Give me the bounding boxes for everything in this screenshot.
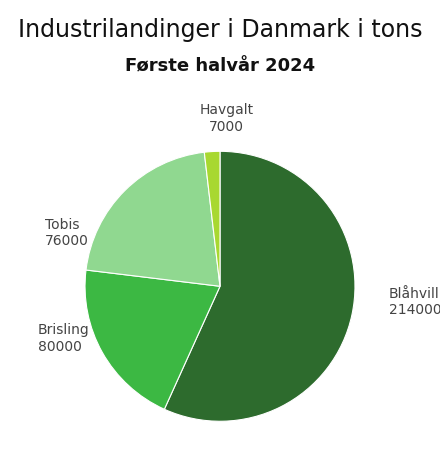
Text: Tobis
76000: Tobis 76000	[44, 217, 88, 248]
Text: Industrilandinger i Danmark i tons: Industrilandinger i Danmark i tons	[18, 18, 422, 42]
Text: Første halvår 2024: Første halvår 2024	[125, 57, 315, 75]
Wedge shape	[204, 152, 220, 287]
Wedge shape	[165, 152, 355, 421]
Text: Brisling
80000: Brisling 80000	[38, 323, 89, 353]
Wedge shape	[85, 270, 220, 410]
Text: Blåhvilling
214000: Blåhvilling 214000	[389, 284, 440, 316]
Wedge shape	[86, 153, 220, 287]
Text: Havgalt
7000: Havgalt 7000	[200, 103, 254, 133]
